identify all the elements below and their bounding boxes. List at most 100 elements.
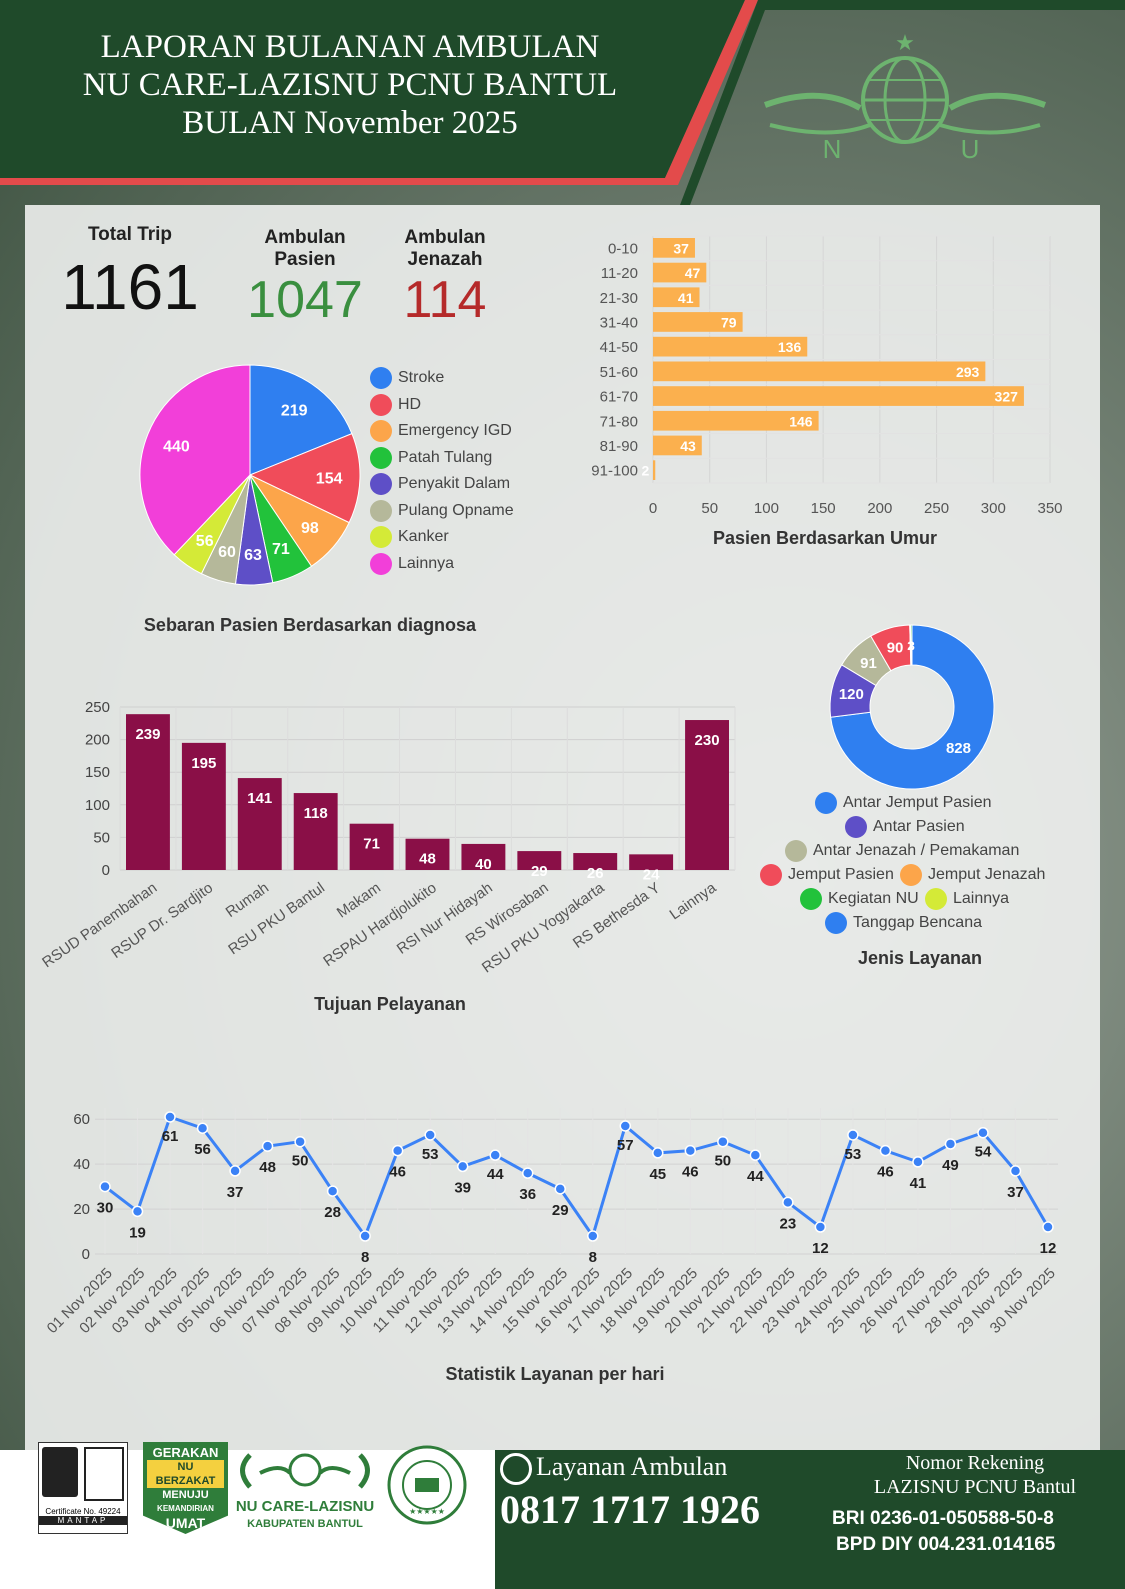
daily-chart-title: Statistik Layanan per hari <box>445 1364 665 1384</box>
legend-label: Stroke <box>398 369 445 386</box>
x-tick-label: 300 <box>981 500 1006 517</box>
logo-letter-n: N <box>823 134 842 164</box>
legend-swatch <box>825 912 847 934</box>
y-tick-label: 100 <box>85 797 110 814</box>
daily-point-30 <box>1042 1221 1054 1233</box>
daily-point-23 <box>814 1221 827 1233</box>
daily-value-label: 28 <box>324 1204 341 1221</box>
daily-point-10 <box>391 1144 404 1157</box>
dest-bar-rs-bethesda-y <box>629 854 674 870</box>
x-tick-label: 0 <box>649 500 657 517</box>
pie-slice-lainnya <box>139 364 251 556</box>
title-line-1: LAPORAN BULANAN AMBULAN <box>100 29 600 65</box>
ukas-badge-icon <box>84 1447 124 1501</box>
age-bar-0-10 <box>653 238 695 258</box>
donut-label-antar-pasien: 120 <box>839 686 864 703</box>
y-tick-label: 51-60 <box>600 364 638 381</box>
legend-item-hd: HD <box>370 393 421 416</box>
daily-point-15 <box>554 1183 566 1195</box>
donut-label-antar-jemput-pasien: 828 <box>946 740 971 757</box>
x-tick-label: RSU PKU Bantul <box>225 879 328 958</box>
dest-bar-rsu-pku-bantul <box>293 793 338 870</box>
daily-point-4 <box>196 1122 209 1134</box>
total-trip-value: 1161 <box>61 251 199 323</box>
diagnosa-legend: Stroke HD Emergency IGD Patah Tulang Penyaki… <box>370 367 570 587</box>
legend-item-lainnya: Lainnya <box>925 888 1009 910</box>
star-icon: ★ <box>895 30 915 55</box>
dest-bar-rspau-hardjolukito <box>405 838 450 870</box>
daily-value-label: 39 <box>454 1179 471 1196</box>
legend-label: Jemput Jenazah <box>928 866 1046 883</box>
daily-value-label: 57 <box>617 1137 634 1154</box>
age-bar-label: 293 <box>956 364 980 380</box>
daily-value-label: 61 <box>162 1128 179 1145</box>
legend-label: Kanker <box>398 528 449 545</box>
x-tick-label: RSUP Dr. Sardjito <box>108 879 216 962</box>
pie-label-stroke: 219 <box>281 402 308 419</box>
dest-bar-label: 195 <box>191 755 216 772</box>
total-trip-label: Total Trip <box>87 224 173 245</box>
calligraphy-icon <box>763 92 1047 111</box>
pie-label-penyakit-dalam: 63 <box>244 547 262 564</box>
nqa-badge-icon <box>42 1447 78 1497</box>
x-tick-label: Makam <box>334 879 384 921</box>
daily-point-19 <box>684 1144 697 1157</box>
daily-point-7 <box>294 1135 306 1148</box>
y-tick-label: 11-20 <box>601 265 638 282</box>
daily-value-label: 37 <box>1007 1184 1024 1201</box>
daily-value-label: 54 <box>975 1144 992 1161</box>
phone-number[interactable]: 0817 1717 1926 <box>500 1487 760 1532</box>
age-bar-label: 146 <box>789 413 813 429</box>
legend-item-kegiatan-nu: Kegiatan NU <box>800 888 919 910</box>
legend-item-patah-tulang: Patah Tulang <box>370 446 492 469</box>
y-tick-label: 91-100 <box>591 463 638 480</box>
y-tick-label: 0-10 <box>608 240 638 257</box>
daily-value-label: 8 <box>589 1249 597 1266</box>
legend-swatch <box>815 792 837 814</box>
bri-account: BRI 0236-01-050588-50-8 <box>832 1508 1054 1529</box>
daily-value-label: 29 <box>552 1202 569 1219</box>
daily-point-6 <box>261 1140 274 1152</box>
legend-swatch <box>370 552 392 575</box>
daily-point-27 <box>944 1138 957 1150</box>
daily-point-9 <box>359 1230 371 1242</box>
x-tick-label: 350 <box>1037 500 1062 517</box>
rekening-label-2: LAZISNU PCNU Bantul <box>873 1476 1077 1498</box>
daily-value-label: 41 <box>910 1175 927 1192</box>
rekening-label-1: Nomor Rekening <box>905 1452 1045 1474</box>
dest-bar-label: 26 <box>587 865 604 882</box>
nu-logo: ★ N U <box>763 30 1047 164</box>
daily-value-label: 46 <box>877 1164 894 1181</box>
age-bar-label: 79 <box>721 314 737 330</box>
legend-item-pulang-opname: Pulang Opname <box>370 499 514 522</box>
legend-swatch <box>785 840 807 862</box>
ambulan-pasien-value: 1047 <box>247 271 363 329</box>
x-tick-label: 150 <box>811 500 836 517</box>
legend-label: Antar Jenazah / Pemakaman <box>813 842 1020 859</box>
daily-point-18 <box>652 1147 664 1159</box>
y-tick-label: 60 <box>73 1111 90 1128</box>
age-bar-label: 43 <box>680 438 696 454</box>
pie-label-patah-tulang: 71 <box>272 541 290 558</box>
daily-value-label: 53 <box>845 1146 862 1163</box>
brand-sub: KABUPATEN BANTUL <box>247 1518 363 1530</box>
service-chart-title: Jenis Layanan <box>857 948 983 968</box>
daily-point-20 <box>717 1135 729 1148</box>
svg-text:★★★★★: ★★★★★ <box>409 1507 445 1516</box>
legend-item-stroke: Stroke <box>370 367 444 389</box>
daily-point-11 <box>424 1129 436 1141</box>
age-bar-21-30 <box>653 287 700 308</box>
layanan-label: Layanan Ambulan <box>500 1452 727 1486</box>
x-tick-label: Lainnya <box>667 879 720 923</box>
daily-point-12 <box>456 1160 469 1173</box>
dest-bar-label: 24 <box>643 866 660 883</box>
x-tick-label: 50 <box>701 500 718 517</box>
ambulance-association-seal-icon: ★★★★★ <box>387 1445 467 1525</box>
y-tick-label: 41-50 <box>600 339 638 356</box>
daily-value-label: 46 <box>389 1164 406 1181</box>
legend-swatch <box>370 367 392 389</box>
y-tick-label: 40 <box>73 1156 90 1173</box>
header-red-stripe <box>0 0 758 185</box>
donut-slice-antar-jemput-pasien <box>830 624 995 790</box>
